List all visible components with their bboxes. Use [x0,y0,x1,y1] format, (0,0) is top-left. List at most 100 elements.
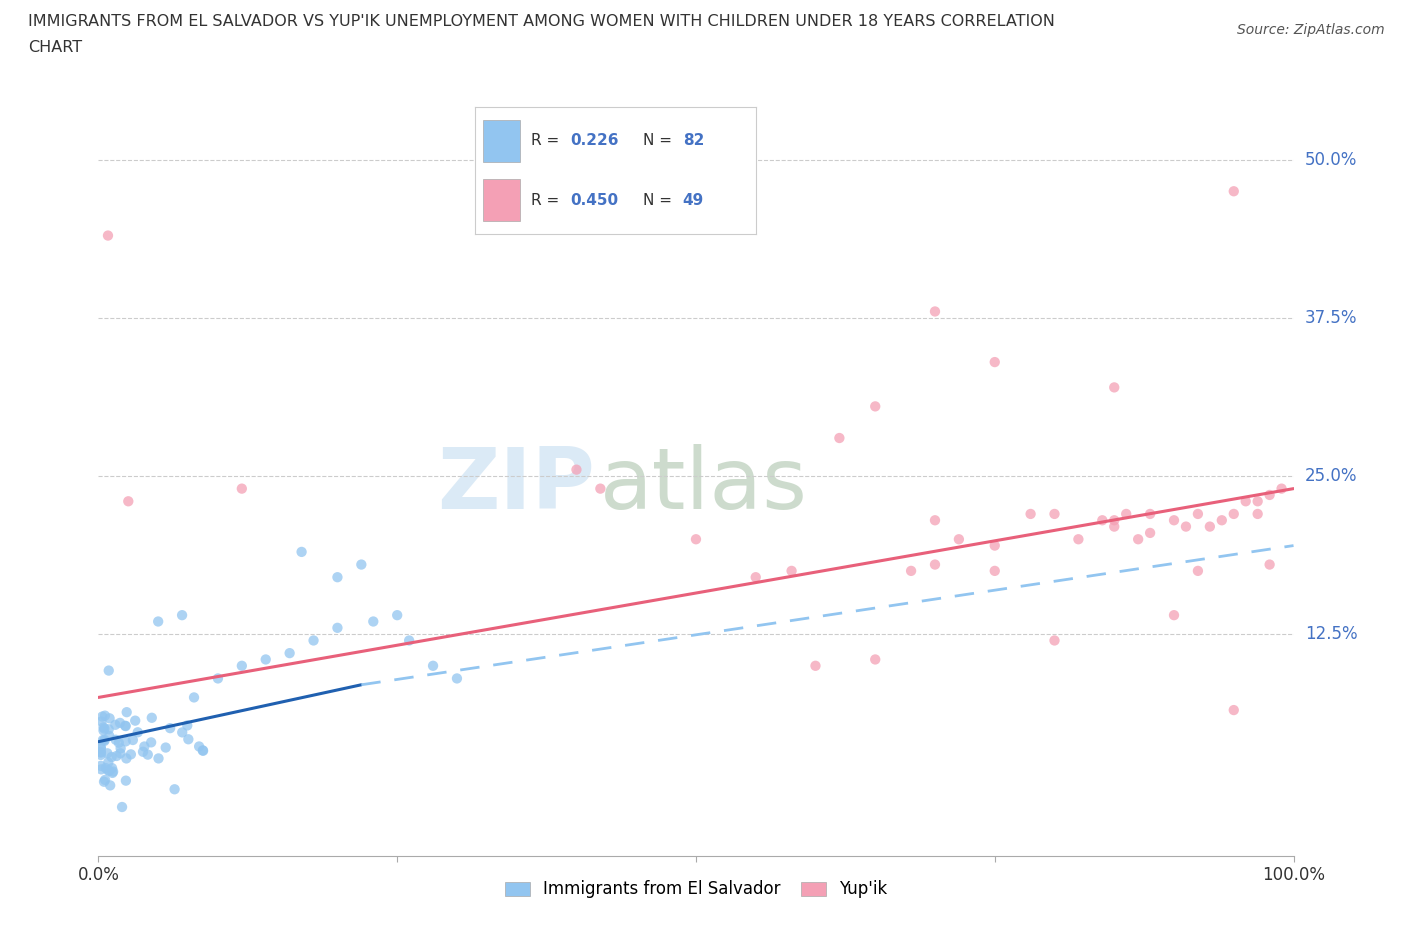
Point [96,746,118,761]
Point [114,718,136,733]
Point [93,775,115,790]
Point [804,658,827,673]
Point [1234,494,1257,509]
Point [207,671,229,686]
Point [589,481,612,496]
Legend: Immigrants from El Salvador, Yup'ik: Immigrants from El Salvador, Yup'ik [498,874,894,905]
Point [828,431,851,445]
Point [900,564,922,578]
Point [1175,519,1198,534]
Point [120,747,142,762]
Text: 37.5%: 37.5% [1305,309,1357,326]
Point [115,705,138,720]
Point [326,570,349,585]
Point [94,773,117,788]
Point [134,739,156,754]
Point [100,750,122,764]
Point [172,607,194,622]
Point [97,228,120,243]
Point [97,722,120,737]
Point [114,719,136,734]
Point [148,751,170,766]
Point [93,724,115,738]
Point [565,462,588,477]
Point [1199,519,1222,534]
Point [385,607,409,622]
Point [90,714,112,729]
Point [91,709,114,724]
Point [90,741,112,756]
Point [1187,564,1209,578]
Point [176,718,198,733]
Point [1067,532,1090,547]
Point [90,740,112,755]
Point [139,735,162,750]
Point [110,746,132,761]
Point [302,633,325,648]
Point [191,743,214,758]
Point [1163,512,1185,527]
Point [984,538,1007,553]
Point [1139,525,1161,540]
Point [91,733,114,748]
Point [326,620,349,635]
Point [422,658,444,673]
Point [1211,512,1233,527]
Point [924,512,946,527]
Point [948,532,970,547]
Point [1139,507,1161,522]
Point [363,614,385,629]
Point [291,544,314,559]
Point [97,663,120,678]
Point [1163,607,1185,622]
Point [127,724,149,739]
Point [121,733,143,748]
Point [1223,703,1246,718]
Text: atlas: atlas [600,444,808,526]
Point [1187,507,1209,522]
Point [93,734,115,749]
Point [90,759,112,774]
Point [114,734,136,749]
Point [984,354,1007,369]
Point [115,751,138,766]
Text: CHART: CHART [28,40,82,55]
Point [97,755,120,770]
Point [94,761,117,776]
Point [172,725,194,740]
Point [163,782,186,797]
Point [1104,380,1126,395]
Point [1019,507,1042,522]
Point [1091,512,1114,527]
Point [98,711,121,725]
Text: 50.0%: 50.0% [1305,151,1357,168]
Point [90,745,112,760]
Point [90,748,112,763]
Point [177,732,200,747]
Point [1247,494,1270,509]
Point [98,764,121,778]
Point [115,773,138,788]
Point [101,761,124,776]
Point [101,765,124,780]
Point [132,744,155,759]
Point [104,717,127,732]
Point [148,614,170,629]
Point [93,721,115,736]
Point [108,736,131,751]
Text: 25.0%: 25.0% [1305,467,1357,485]
Point [231,658,253,673]
Point [111,800,134,815]
Point [93,720,115,735]
Point [865,399,887,414]
Point [1271,481,1294,496]
Point [924,557,946,572]
Point [231,481,253,496]
Text: IMMIGRANTS FROM EL SALVADOR VS YUP'IK UNEMPLOYMENT AMONG WOMEN WITH CHILDREN UND: IMMIGRANTS FROM EL SALVADOR VS YUP'IK UN… [28,14,1054,29]
Point [865,652,887,667]
Point [1223,184,1246,199]
Point [191,743,214,758]
Point [183,690,205,705]
Point [1128,532,1150,547]
Point [141,711,163,725]
